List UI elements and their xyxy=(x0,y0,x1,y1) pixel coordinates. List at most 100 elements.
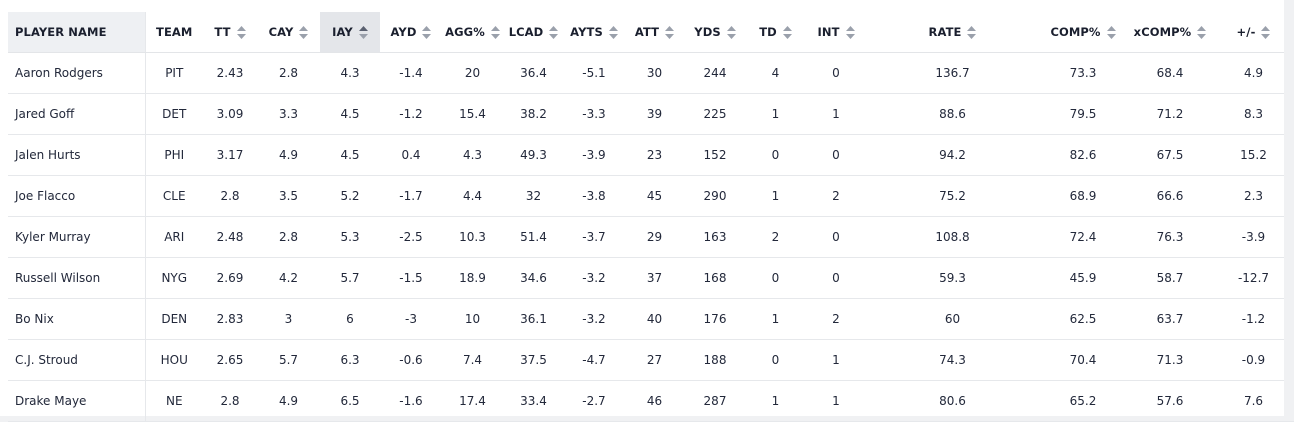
sort-icon[interactable] xyxy=(608,25,618,39)
cell-player[interactable]: Jalen Hurts xyxy=(8,134,146,176)
column-header-label: ATT xyxy=(634,25,660,39)
sort-icon[interactable] xyxy=(549,25,559,39)
sort-icon[interactable] xyxy=(967,25,977,39)
cell-att: 30 xyxy=(624,52,685,94)
cell-ayd: -2.5 xyxy=(380,216,442,258)
column-header-tt[interactable]: TT xyxy=(203,12,257,53)
column-header-agg[interactable]: AGG% xyxy=(442,12,503,53)
cell-agg: 4.4 xyxy=(442,175,503,217)
cell-comp: 62.5 xyxy=(1039,298,1127,340)
cell-player[interactable]: Aaron Rodgers xyxy=(8,52,146,94)
table-row[interactable]: Joe Flacco CLE 2.8 3.5 5.2 -1.7 4.4 32 -3.8 45 290… xyxy=(8,175,1294,217)
cell-agg: 7.4 xyxy=(442,339,503,381)
sort-icon[interactable] xyxy=(845,25,855,39)
cell-yds: 290 xyxy=(685,175,745,217)
cell-int: 1 xyxy=(806,380,866,422)
cell-agg: 4.3 xyxy=(442,134,503,176)
column-header-yds[interactable]: YDS xyxy=(685,12,745,53)
column-header-label: PLAYER NAME xyxy=(15,25,107,39)
column-header-ayts[interactable]: AYTS xyxy=(564,12,624,53)
cell-lcad: 51.4 xyxy=(503,216,564,258)
cell-tt: 2.48 xyxy=(203,216,257,258)
cell-ayts: -2.7 xyxy=(564,380,624,422)
cell-td: 2 xyxy=(745,216,806,258)
column-header-team: TEAM xyxy=(145,12,203,53)
table-row[interactable]: C.J. Stroud HOU 2.65 5.7 6.3 -0.6 7.4 37.5 -4.7 2… xyxy=(8,339,1294,381)
cell-player[interactable]: Joe Flacco xyxy=(8,175,146,217)
cell-yds: 168 xyxy=(685,257,745,299)
cell-iay: 4.3 xyxy=(320,52,380,94)
cell-player[interactable]: Jared Goff xyxy=(8,93,146,135)
cell-int: 0 xyxy=(806,134,866,176)
cell-comp: 68.9 xyxy=(1039,175,1127,217)
column-header-int[interactable]: INT xyxy=(806,12,866,53)
cell-yds: 244 xyxy=(685,52,745,94)
cell-ayd: -0.6 xyxy=(380,339,442,381)
sort-icon[interactable] xyxy=(1106,25,1116,39)
table-row[interactable]: Aaron Rodgers PIT 2.43 2.8 4.3 -1.4 20 36.4 -5.1… xyxy=(8,52,1294,94)
cell-att: 23 xyxy=(624,134,685,176)
sort-icon[interactable] xyxy=(665,25,675,39)
cell-player[interactable]: Russell Wilson xyxy=(8,257,146,299)
cell-player[interactable]: Kyler Murray xyxy=(8,216,146,258)
passing-stats-table: PLAYER NAME TEAM TT CAY IAY AYD AGG% LCAD AYTS AT… xyxy=(8,12,1294,422)
column-header-label: +/- xyxy=(1236,25,1256,39)
table-row[interactable]: Kyler Murray ARI 2.48 2.8 5.3 -2.5 10.3 51.4 -3.… xyxy=(8,216,1294,258)
cell-int: 1 xyxy=(806,93,866,135)
cell-cay: 3 xyxy=(257,298,320,340)
cell-att: 46 xyxy=(624,380,685,422)
sort-icon[interactable] xyxy=(490,25,500,39)
cell-rate: 59.3 xyxy=(866,257,1039,299)
sort-icon[interactable] xyxy=(422,25,432,39)
sort-icon[interactable] xyxy=(1197,25,1207,39)
sort-icon[interactable] xyxy=(236,25,246,39)
sort-icon[interactable] xyxy=(1261,25,1271,39)
cell-td: 0 xyxy=(745,339,806,381)
column-header-player: PLAYER NAME xyxy=(8,12,146,53)
table-row[interactable]: Bo Nix DEN 2.83 3 6 -3 10 36.1 -3.2 40 176 1 2 60 62.5… xyxy=(8,298,1294,340)
column-header-label: LCAD xyxy=(508,25,544,39)
cell-xcomp: 66.6 xyxy=(1127,175,1213,217)
cell-comp: 70.4 xyxy=(1039,339,1127,381)
cell-td: 4 xyxy=(745,52,806,94)
column-header-iay[interactable]: IAY xyxy=(320,12,380,53)
cell-cay: 3.5 xyxy=(257,175,320,217)
cell-ayd: -1.5 xyxy=(380,257,442,299)
column-header-cay[interactable]: CAY xyxy=(257,12,320,53)
cell-int: 0 xyxy=(806,257,866,299)
cell-comp: 73.3 xyxy=(1039,52,1127,94)
cell-td: 0 xyxy=(745,257,806,299)
column-header-ayd[interactable]: AYD xyxy=(380,12,442,53)
table-row[interactable]: Drake Maye NE 2.8 4.9 6.5 -1.6 17.4 33.4 -2.7 46 2… xyxy=(8,380,1294,422)
column-header-lcad[interactable]: LCAD xyxy=(503,12,564,53)
cell-ayd: -1.4 xyxy=(380,52,442,94)
cell-player[interactable]: C.J. Stroud xyxy=(8,339,146,381)
cell-yds: 287 xyxy=(685,380,745,422)
cell-player[interactable]: Bo Nix xyxy=(8,298,146,340)
sort-icon[interactable] xyxy=(782,25,792,39)
column-header-comp[interactable]: COMP% xyxy=(1039,12,1127,53)
column-header-pm[interactable]: +/- xyxy=(1213,12,1294,53)
column-header-att[interactable]: ATT xyxy=(624,12,685,53)
table-row[interactable]: Russell Wilson NYG 2.69 4.2 5.7 -1.5 18.9 34.6-… xyxy=(8,257,1294,299)
sort-icon[interactable] xyxy=(726,25,736,39)
column-header-xcomp[interactable]: xCOMP% xyxy=(1127,12,1213,53)
sort-icon[interactable] xyxy=(299,25,309,39)
sort-icon[interactable] xyxy=(358,25,368,39)
cell-att: 45 xyxy=(624,175,685,217)
cell-player[interactable]: Drake Maye xyxy=(8,380,146,422)
cell-team: NE xyxy=(145,380,203,422)
cell-agg: 15.4 xyxy=(442,93,503,135)
cell-comp: 45.9 xyxy=(1039,257,1127,299)
table-row[interactable]: Jalen Hurts PHI 3.17 4.9 4.5 0.4 4.3 49.3 -3.9 23… xyxy=(8,134,1294,176)
cell-pm: -0.9 xyxy=(1213,339,1294,381)
column-header-rate[interactable]: RATE xyxy=(866,12,1039,53)
column-header-label: AGG% xyxy=(445,25,485,39)
table-row[interactable]: Jared Goff DET 3.09 3.3 4.5 -1.2 15.4 38.2 -3.3 3… xyxy=(8,93,1294,135)
column-header-label: xCOMP% xyxy=(1133,25,1192,39)
column-header-td[interactable]: TD xyxy=(745,12,806,53)
cell-ayts: -3.8 xyxy=(564,175,624,217)
cell-rate: 88.6 xyxy=(866,93,1039,135)
cell-xcomp: 57.6 xyxy=(1127,380,1213,422)
